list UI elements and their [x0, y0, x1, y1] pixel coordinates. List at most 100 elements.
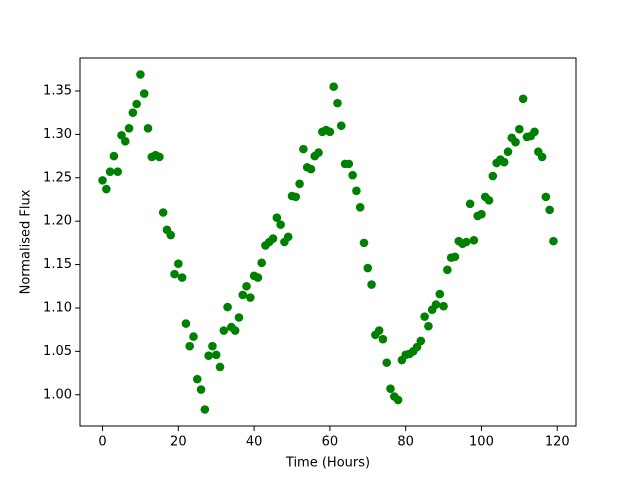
- point: [158, 208, 168, 217]
- point: [204, 351, 213, 360]
- point: [336, 121, 346, 130]
- point: [200, 405, 210, 414]
- point: [499, 157, 509, 167]
- point: [344, 159, 354, 169]
- point: [503, 147, 513, 157]
- point: [223, 302, 232, 312]
- point: [420, 312, 429, 321]
- x-tick-label: 100: [469, 435, 494, 450]
- x-tick-label: 60: [322, 435, 339, 450]
- x-tick-label: 40: [246, 435, 263, 450]
- y-tick-label: 1.20: [43, 214, 72, 229]
- x-tick-label: 0: [98, 435, 106, 450]
- point: [189, 332, 198, 341]
- plot-frame: [79, 57, 577, 427]
- point: [530, 127, 539, 137]
- point: [98, 176, 107, 185]
- point: [113, 167, 123, 176]
- point: [181, 319, 191, 328]
- point: [242, 281, 251, 291]
- y-tick-label: 1.05: [43, 344, 72, 359]
- point: [378, 334, 388, 344]
- point: [136, 70, 145, 79]
- point: [272, 213, 282, 222]
- point: [314, 148, 323, 157]
- point: [120, 137, 130, 146]
- point: [450, 252, 460, 262]
- point: [192, 374, 202, 384]
- y-tick-label: 1.15: [43, 257, 72, 272]
- x-tick-label: 120: [545, 435, 570, 450]
- point: [215, 362, 225, 372]
- point: [435, 289, 445, 299]
- point: [325, 127, 335, 137]
- point: [295, 179, 304, 189]
- point: [219, 326, 229, 335]
- point: [374, 326, 384, 335]
- point: [333, 98, 342, 108]
- point: [276, 220, 285, 229]
- point: [211, 350, 221, 360]
- point: [185, 341, 194, 351]
- x-tick-label: 20: [170, 435, 187, 450]
- point: [416, 336, 426, 346]
- point: [170, 269, 179, 279]
- point: [541, 192, 551, 202]
- point: [268, 234, 278, 243]
- x-tick-label: 80: [397, 435, 414, 450]
- point: [477, 209, 486, 219]
- point: [443, 265, 452, 275]
- point: [102, 184, 111, 194]
- point: [545, 205, 554, 215]
- point: [291, 192, 301, 202]
- point: [439, 301, 448, 311]
- point: [253, 273, 263, 282]
- point: [352, 186, 361, 196]
- point: [238, 290, 248, 300]
- point: [518, 94, 528, 104]
- point: [363, 263, 373, 273]
- point: [257, 258, 266, 268]
- point: [515, 124, 524, 134]
- point: [488, 171, 498, 181]
- point: [382, 358, 392, 367]
- point: [299, 144, 308, 154]
- point: [537, 152, 547, 162]
- point: [246, 293, 255, 302]
- y-axis-label: Normalised Flux: [19, 189, 34, 294]
- point: [431, 300, 441, 309]
- point: [177, 273, 187, 282]
- point: [143, 124, 153, 133]
- point: [359, 238, 369, 248]
- y-tick-label: 1.35: [43, 83, 72, 98]
- y-tick-label: 1.25: [43, 170, 72, 185]
- x-axis-label: Time (Hours): [285, 456, 370, 471]
- point: [465, 199, 475, 209]
- point: [306, 164, 316, 174]
- point: [329, 82, 338, 91]
- point: [549, 236, 558, 246]
- point: [462, 237, 471, 247]
- point: [105, 167, 115, 176]
- point: [469, 235, 479, 245]
- y-tick-label: 1.00: [43, 387, 72, 402]
- point: [230, 326, 240, 335]
- point: [393, 395, 403, 405]
- point: [109, 151, 119, 161]
- point: [348, 170, 357, 180]
- point: [166, 230, 176, 240]
- point: [155, 152, 164, 162]
- point: [355, 202, 365, 212]
- y-tick-label: 1.10: [43, 300, 72, 315]
- point: [367, 280, 376, 289]
- point: [283, 232, 293, 242]
- point: [208, 341, 217, 351]
- point: [128, 108, 138, 117]
- point: [386, 384, 395, 393]
- point: [124, 124, 134, 133]
- point: [511, 137, 520, 147]
- point: [196, 385, 206, 394]
- point: [424, 321, 433, 331]
